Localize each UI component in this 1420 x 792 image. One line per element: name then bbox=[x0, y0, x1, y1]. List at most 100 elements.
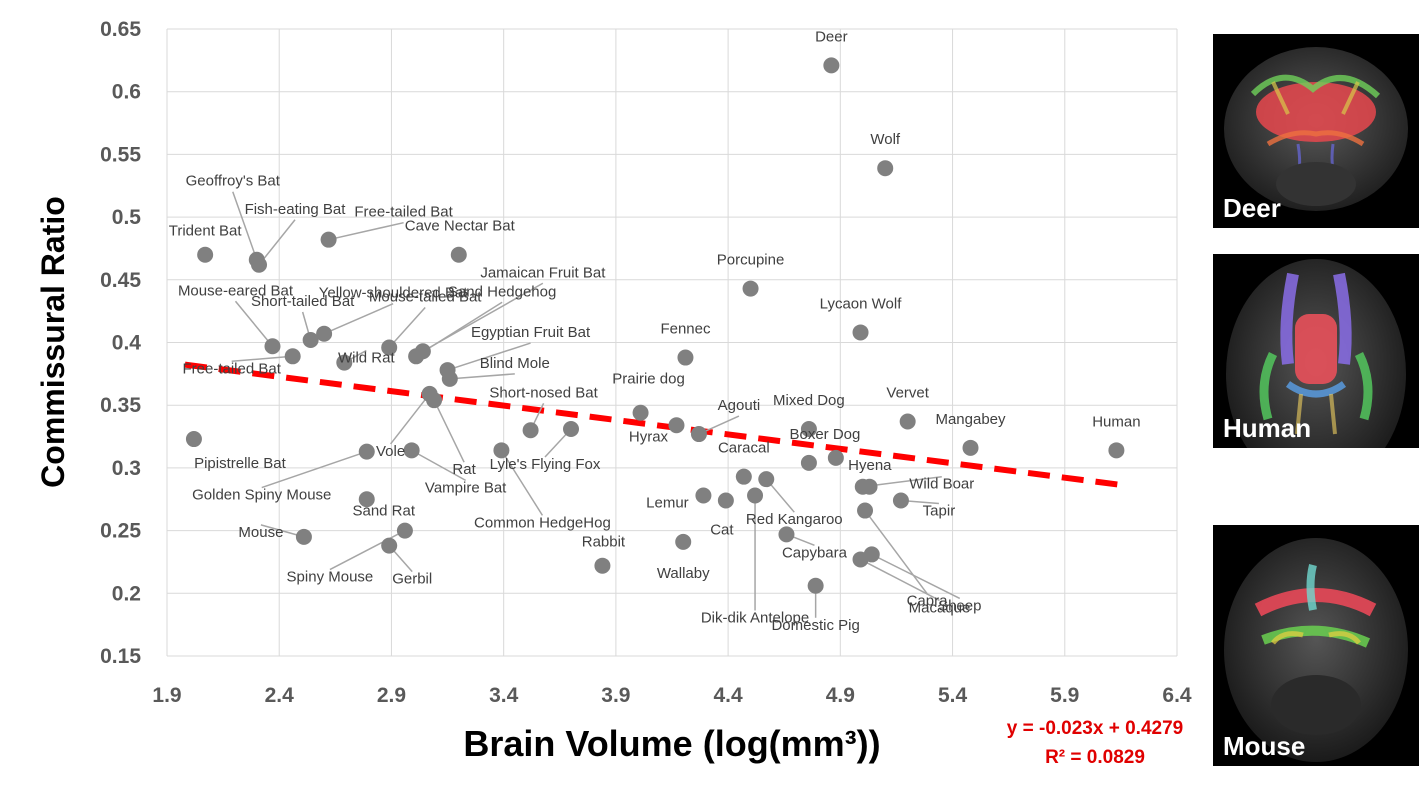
leader-line bbox=[433, 399, 465, 463]
data-point bbox=[295, 528, 312, 545]
data-point bbox=[675, 533, 692, 550]
y-tick-label: 0.45 bbox=[100, 269, 141, 292]
data-point bbox=[677, 349, 694, 366]
point-label: Spiny Mouse bbox=[287, 569, 374, 586]
grid-lines bbox=[166, 28, 1178, 657]
data-point bbox=[800, 421, 817, 438]
data-point bbox=[807, 577, 824, 594]
x-tick-label: 3.9 bbox=[601, 684, 630, 707]
data-point bbox=[264, 338, 281, 355]
x-tick-label: 5.9 bbox=[1050, 684, 1079, 707]
data-point bbox=[742, 280, 759, 297]
point-label: Domestic Pig bbox=[771, 617, 859, 634]
point-label: Vervet bbox=[886, 385, 929, 402]
data-point bbox=[857, 502, 874, 519]
y-tick-label: 0.2 bbox=[112, 582, 141, 605]
data-point bbox=[892, 492, 909, 509]
point-label: Wolf bbox=[870, 131, 901, 148]
data-point bbox=[403, 442, 420, 459]
trendline-r-squared: R² = 0.0829 bbox=[1045, 747, 1145, 768]
data-point bbox=[450, 246, 467, 263]
point-label: Golden Spiny Mouse bbox=[192, 487, 331, 504]
point-label: Wild Boar bbox=[909, 476, 974, 493]
leader-line bbox=[261, 450, 367, 489]
point-label: Mouse bbox=[238, 524, 283, 541]
data-point bbox=[852, 324, 869, 341]
leader-line bbox=[231, 355, 293, 363]
data-point bbox=[827, 449, 844, 466]
leader-line bbox=[329, 529, 406, 571]
point-label: Gerbil bbox=[392, 571, 432, 588]
x-tick-label: 4.9 bbox=[826, 684, 855, 707]
data-point bbox=[316, 325, 333, 342]
point-label: Lyle's Flying Fox bbox=[490, 456, 601, 473]
data-point bbox=[695, 487, 712, 504]
leader-line bbox=[232, 191, 258, 260]
point-label: Human bbox=[1092, 413, 1140, 430]
data-point bbox=[778, 526, 795, 543]
point-label: Yellow-shouldered Bat bbox=[319, 285, 469, 302]
data-point bbox=[594, 557, 611, 574]
point-label: Porcupine bbox=[717, 252, 785, 269]
leader-line bbox=[415, 301, 503, 357]
deer-brain-panel: Deer bbox=[1213, 34, 1419, 228]
point-label: Egyptian Fruit Bat bbox=[471, 324, 591, 341]
data-point bbox=[320, 231, 337, 248]
point-label: Common HedgeHog bbox=[474, 514, 611, 531]
y-axis-title: Commissural Ratio bbox=[35, 196, 71, 488]
leader-line bbox=[500, 449, 544, 516]
leader-line bbox=[860, 558, 940, 602]
data-point bbox=[336, 354, 353, 371]
point-label: Capybara bbox=[782, 544, 848, 561]
point-label: Cat bbox=[710, 522, 734, 539]
point-label: Mouse-tailed Bat bbox=[369, 289, 482, 306]
point-label: Prairie dog bbox=[612, 371, 685, 388]
point-label: Red Kangaroo bbox=[746, 511, 843, 528]
point-label: Blind Mole bbox=[480, 355, 550, 372]
mouse-label: Mouse bbox=[1223, 731, 1306, 761]
point-label: Deer bbox=[815, 28, 848, 45]
point-label: Vole bbox=[376, 443, 405, 460]
leader-line bbox=[411, 449, 467, 481]
point-label: Short-tailed Bat bbox=[251, 293, 355, 310]
y-tick-label: 0.55 bbox=[100, 143, 141, 166]
mouse-brain-image bbox=[1224, 538, 1408, 762]
data-point bbox=[852, 551, 869, 568]
human-brain-image bbox=[1226, 259, 1406, 448]
data-point bbox=[563, 421, 579, 438]
point-label: Agouti bbox=[718, 397, 761, 414]
point-label: Sheep bbox=[938, 597, 981, 614]
scatter-chart: 1.9 2.4 2.9 3.4 3.9 4.4 4.9 5.4 5.9 6.4 0.150.20.… bbox=[35, 18, 1192, 768]
point-label: Jamaican Fruit Bat bbox=[480, 264, 606, 281]
data-point bbox=[358, 491, 375, 508]
y-tick-label: 0.3 bbox=[112, 457, 141, 480]
point-label: Mixed Dog bbox=[773, 392, 845, 409]
data-point bbox=[426, 392, 443, 409]
data-point bbox=[632, 404, 649, 421]
data-point bbox=[1108, 442, 1125, 459]
point-label: Boxer Dog bbox=[789, 426, 860, 443]
leader-line bbox=[447, 342, 531, 371]
leader-line bbox=[390, 393, 431, 445]
point-label: Free-tailed Bat bbox=[354, 204, 453, 221]
y-tick-label: 0.35 bbox=[100, 394, 141, 417]
point-label: Vampire Bat bbox=[425, 479, 507, 496]
x-tick-label: 5.4 bbox=[938, 684, 968, 707]
y-tick-label: 0.15 bbox=[100, 645, 141, 668]
point-label: Rat bbox=[452, 461, 476, 478]
point-label: Wild Rat bbox=[338, 350, 396, 367]
x-axis-title: Brain Volume (log(mm³)) bbox=[463, 723, 880, 764]
point-label: Wallaby bbox=[657, 565, 710, 582]
data-point bbox=[962, 439, 979, 456]
data-point bbox=[408, 348, 425, 365]
data-point bbox=[717, 492, 734, 509]
data-point bbox=[441, 370, 458, 387]
data-point bbox=[899, 413, 916, 430]
point-label: Tapir bbox=[923, 503, 956, 520]
point-label: Mangabey bbox=[935, 411, 1006, 428]
point-label: Trident Bat bbox=[169, 223, 243, 240]
deer-brain-image bbox=[1224, 47, 1408, 211]
data-point bbox=[861, 478, 878, 495]
y-tick-label: 0.6 bbox=[112, 81, 141, 104]
data-point bbox=[185, 431, 202, 448]
